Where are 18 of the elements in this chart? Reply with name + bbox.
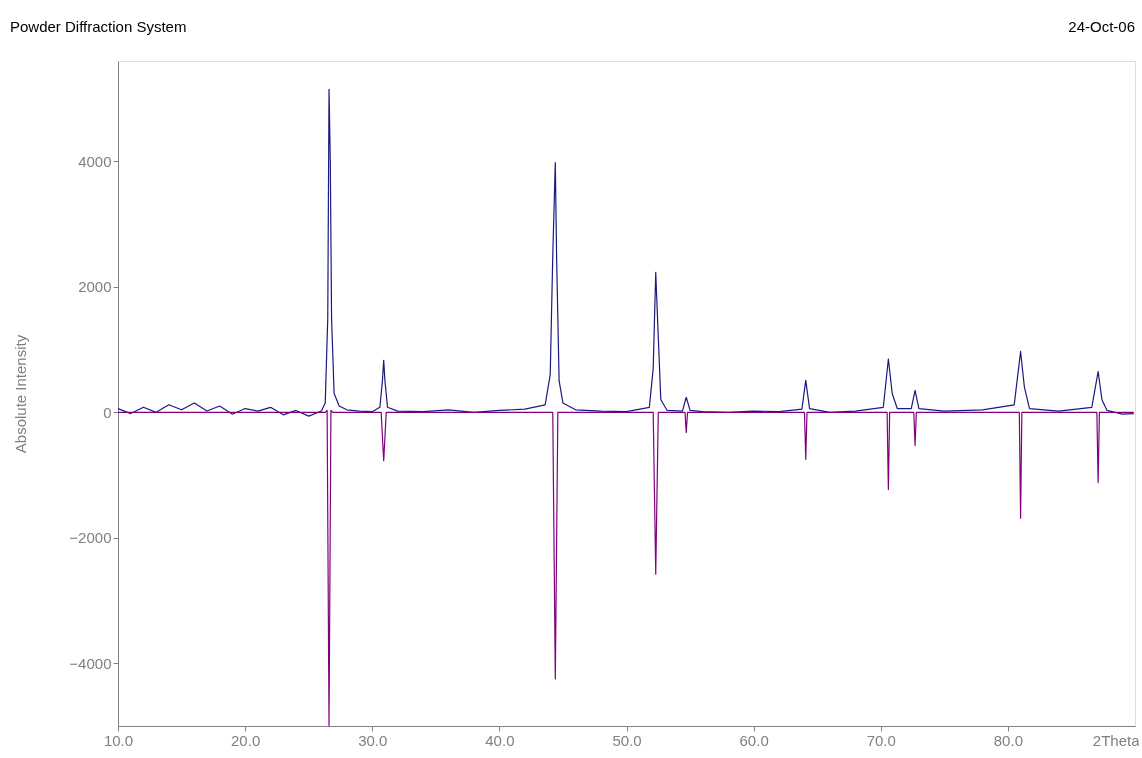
y-tick-label: 4000: [78, 152, 112, 170]
x-tick-label: 40.0: [485, 731, 515, 749]
y-tick-label: 2000: [78, 278, 112, 296]
x-tick-label: 60.0: [739, 731, 769, 749]
x-tick-label: 10.0: [103, 731, 134, 749]
x-tick-label: 50.0: [612, 731, 642, 749]
y-tick-label: −2000: [69, 529, 112, 547]
y-tick-label: 0: [103, 403, 112, 421]
x-tick-label: 20.0: [231, 731, 261, 749]
x-tick-label: 80.0: [993, 731, 1023, 749]
x-tick-label: 70.0: [866, 731, 896, 749]
text: 24-Oct-06: [1068, 18, 1135, 35]
y-tick-label: −4000: [69, 654, 112, 672]
chart-title: Powder Diffraction System: [10, 18, 187, 35]
x-axis-title: 2Theta: [1092, 731, 1141, 749]
x-tick-label: 30.0: [358, 731, 388, 749]
line-series: [118, 88, 1135, 417]
y-axis-title: Absolute Intensity: [12, 334, 30, 454]
